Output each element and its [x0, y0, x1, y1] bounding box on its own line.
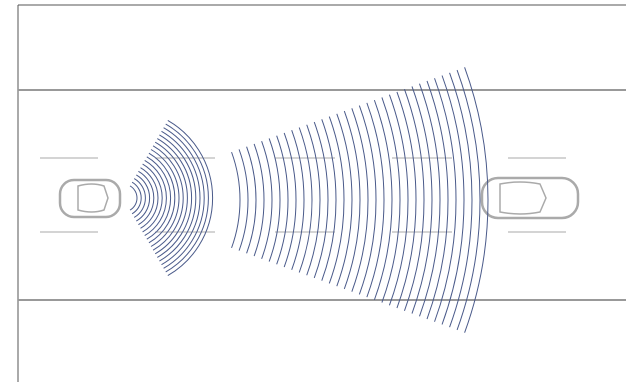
- wave-arc: [144, 159, 167, 237]
- wave-arc: [246, 146, 257, 254]
- wave-arc: [373, 99, 393, 301]
- wave-arc: [358, 105, 377, 295]
- car-roof: [499, 181, 547, 215]
- wave-arc: [154, 141, 188, 255]
- wave-arc: [253, 143, 265, 257]
- wave-arc: [268, 138, 281, 262]
- wave-arc: [396, 91, 417, 309]
- car-right: [480, 176, 580, 220]
- wave-arc: [449, 72, 473, 328]
- wave-arc: [381, 97, 401, 303]
- wave-arc: [419, 83, 441, 317]
- wave-arc: [152, 145, 184, 251]
- wave-arc: [336, 113, 353, 287]
- wave-arc: [434, 78, 457, 322]
- wave-arc: [291, 130, 305, 270]
- wave-arc: [343, 110, 361, 290]
- radar-waves: [129, 67, 489, 333]
- wave-arc: [129, 185, 138, 211]
- wave-arc: [165, 123, 209, 273]
- wave-arc: [142, 163, 163, 233]
- wave-arc: [167, 119, 214, 277]
- wave-arc: [321, 119, 337, 281]
- wave-arc: [148, 152, 176, 244]
- car-roof: [77, 183, 109, 213]
- wave-arc: [306, 124, 321, 276]
- wave-arc: [146, 156, 172, 240]
- wave-arc: [298, 127, 313, 273]
- wave-arc: [283, 132, 297, 268]
- wave-arc: [140, 167, 159, 229]
- wave-arc: [276, 135, 289, 265]
- wave-arc: [328, 116, 345, 284]
- wave-arc: [138, 170, 155, 226]
- wave-arc: [313, 121, 329, 279]
- wave-arc: [403, 89, 425, 311]
- wave-arc: [150, 149, 180, 247]
- wave-arc: [131, 181, 142, 215]
- wave-arc: [231, 151, 241, 249]
- wave-arc: [163, 127, 205, 269]
- wave-arc: [157, 138, 193, 258]
- wave-arc: [161, 130, 201, 266]
- wave-arc: [133, 178, 146, 218]
- wave-arc: [388, 94, 409, 306]
- wave-arc: [456, 69, 481, 331]
- wave-arc: [411, 86, 433, 314]
- wave-arc: [351, 108, 369, 292]
- wave-arc: [136, 174, 151, 222]
- lane-markings: [40, 157, 566, 233]
- wave-arc: [441, 75, 465, 325]
- wave-arc: [238, 149, 249, 251]
- wave-arc: [261, 141, 273, 259]
- wave-arc: [464, 67, 489, 333]
- wave-arc: [159, 134, 197, 262]
- wave-arc: [366, 102, 385, 298]
- wave-arc: [426, 80, 449, 320]
- car-left: [58, 178, 122, 219]
